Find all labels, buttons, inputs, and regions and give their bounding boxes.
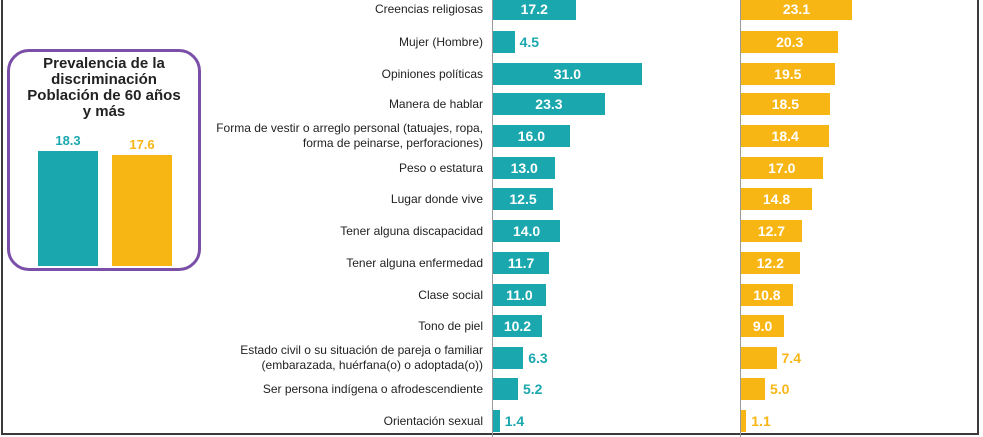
- category-label-line: Lugar donde vive: [390, 191, 483, 206]
- bar-teal: [493, 347, 524, 369]
- bar-teal: [493, 63, 642, 85]
- prevalence-title-line: Prevalencia de la: [43, 55, 165, 72]
- prevalence-bar: [38, 151, 98, 266]
- prevalence-title-line: discriminación: [51, 71, 157, 88]
- category-label: Peso o estatura: [399, 161, 483, 176]
- bar-gold: [741, 284, 793, 306]
- prevalence-bar: [112, 155, 172, 266]
- category-label: Tener alguna discapacidad: [340, 224, 483, 239]
- category-label: Forma de vestir o arreglo personal (tatu…: [216, 121, 483, 151]
- category-label: Opiniones políticas: [382, 67, 483, 82]
- prevalence-value-label: 18.3: [55, 133, 81, 148]
- bar-gold: [741, 252, 800, 274]
- prevalence-title-line: Población de 60 años: [27, 87, 181, 104]
- bar-value-label: 17.0: [768, 160, 796, 176]
- prevalence-panel: Prevalencia de la discriminación Poblaci…: [7, 49, 201, 271]
- bar-teal: [493, 252, 550, 274]
- category-label-line: Orientación sexual: [383, 413, 483, 428]
- category-label: Lugar donde vive: [391, 192, 483, 207]
- bar-gold: [741, 315, 785, 337]
- prevalence-title-line: y más: [82, 103, 126, 120]
- prevalence-value-label: 17.6: [129, 137, 155, 153]
- bar-value-label: 19.5: [774, 66, 802, 82]
- bar-value-label: 31.0: [553, 66, 582, 82]
- bar-teal: [493, 125, 570, 147]
- bar-value-label: 11.0: [506, 287, 533, 303]
- category-label: Orientación sexual: [384, 414, 483, 429]
- bar-gold: [741, 125, 830, 147]
- axis-baseline: [492, 0, 493, 437]
- bar-value-label: 14.0: [512, 223, 541, 239]
- bar-gold: [741, 410, 747, 432]
- bar-gold: [741, 188, 813, 210]
- bar-gold: [741, 378, 765, 400]
- category-label: Creencias religiosas: [375, 2, 483, 17]
- bar-value-label: 13.0: [510, 160, 538, 176]
- bar-value-label: 16.0: [517, 128, 546, 144]
- bar-value-label: 12.7: [757, 223, 786, 239]
- bar-teal: [493, 0, 576, 20]
- bar-value-label: 5.0: [770, 381, 790, 397]
- category-label-line: Opiniones políticas: [381, 66, 483, 81]
- bar-teal: [493, 157, 556, 179]
- category-label: Estado civil o su situación de pareja o …: [240, 343, 483, 373]
- category-label-line: Tener alguna discapacidad: [340, 223, 483, 238]
- bar-value-label: 18.5: [771, 96, 800, 112]
- bar-teal: [493, 220, 561, 242]
- bar-value-label: 1.4: [504, 413, 525, 429]
- bar-gold: [741, 31, 839, 53]
- bar-gold: [741, 220, 802, 242]
- bar-gold: [741, 63, 835, 85]
- bar-value-label: 10.8: [753, 287, 781, 303]
- bar-gold: [741, 347, 777, 369]
- category-label-line: forma de peinarse, perforaciones): [302, 136, 483, 150]
- bar-teal: [493, 378, 518, 400]
- bar-value-label: 18.4: [771, 128, 799, 144]
- bar-gold: [741, 93, 830, 115]
- category-label-line: Tono de piel: [418, 318, 483, 333]
- category-label-line: Ser persona indígena o afrodescendiente: [262, 381, 483, 396]
- bar-value-label: 10.2: [503, 318, 532, 334]
- category-label-line: Creencias religiosas: [374, 1, 483, 16]
- bar-value-label: 11.7: [507, 255, 535, 271]
- category-label-line: (embarazada, huérfana(o) o adoptada(o)): [261, 358, 483, 372]
- bar-teal: [493, 284, 546, 306]
- prevalence-title: Prevalencia de la discriminación Poblaci…: [10, 56, 198, 120]
- category-label: Mujer (Hombre): [399, 35, 483, 50]
- bar-teal: [493, 31, 515, 53]
- bar-value-label: 7.4: [781, 350, 801, 366]
- bar-teal: [493, 410, 500, 432]
- bar-value-label: 20.3: [776, 34, 804, 50]
- bar-gold: [741, 0, 852, 20]
- category-label: Clase social: [418, 288, 483, 303]
- bar-value-label: 12.5: [509, 191, 537, 207]
- bar-value-label: 23.1: [782, 1, 811, 17]
- category-label-line: Clase social: [418, 287, 483, 302]
- bar-gold: [741, 157, 823, 179]
- category-label: Ser persona indígena o afrodescendiente: [263, 382, 483, 397]
- category-label-line: Peso o estatura: [398, 160, 483, 175]
- bar-value-label: 17.2: [520, 1, 548, 17]
- axis-baseline: [740, 0, 741, 437]
- category-label: Tono de piel: [418, 319, 483, 334]
- bar-value-label: 23.3: [535, 96, 563, 112]
- bar-value-label: 6.3: [528, 350, 548, 366]
- category-label-line: Manera de hablar: [388, 96, 483, 111]
- category-label-line: Tener alguna enfermedad: [346, 255, 483, 270]
- bar-value-label: 12.2: [756, 255, 784, 271]
- bar-value-label: 9.0: [752, 318, 773, 334]
- bar-value-label: 14.8: [762, 191, 791, 207]
- category-label: Tener alguna enfermedad: [346, 256, 483, 271]
- category-label-line: Mujer (Hombre): [398, 34, 483, 49]
- bar-teal: [493, 188, 553, 210]
- bar-value-label: 5.2: [522, 381, 543, 397]
- bar-value-label: 1.1: [751, 413, 771, 429]
- category-label-line: Estado civil o su situación de pareja o …: [240, 343, 483, 357]
- bar-value-label: 4.5: [519, 34, 540, 50]
- bar-teal: [493, 93, 605, 115]
- category-label-line: Forma de vestir o arreglo personal (tatu…: [216, 121, 483, 135]
- bar-teal: [493, 315, 542, 337]
- category-label: Manera de hablar: [389, 97, 483, 112]
